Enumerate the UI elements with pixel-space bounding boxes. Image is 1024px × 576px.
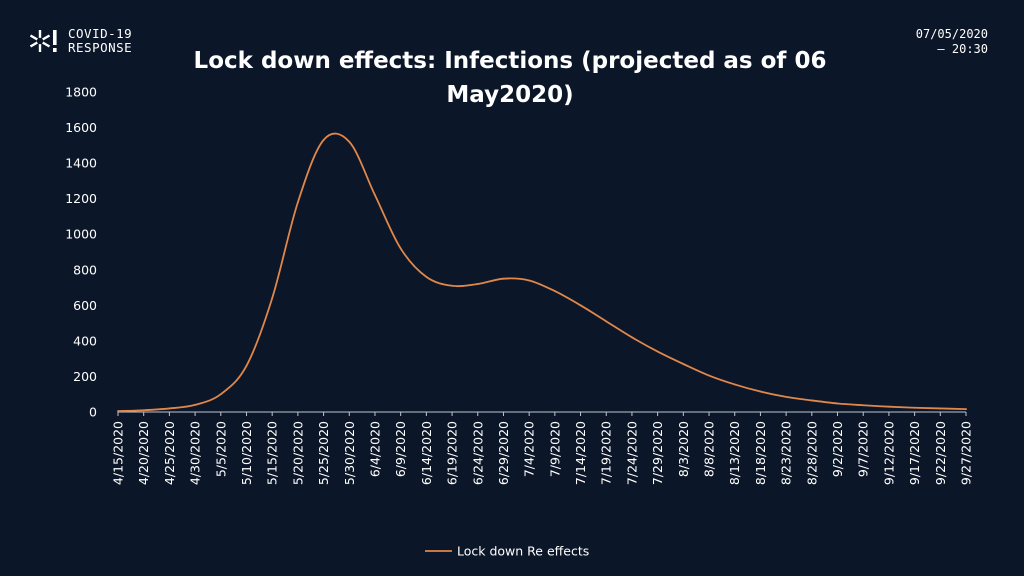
data-point xyxy=(631,336,633,339)
y-tick-label: 400 xyxy=(73,333,97,348)
y-tick-label: 1800 xyxy=(65,85,97,100)
covid-logo-icon xyxy=(30,30,57,52)
data-point xyxy=(836,402,839,405)
x-tick-label: 5/30/2020 xyxy=(342,421,357,485)
series-group xyxy=(117,132,967,413)
data-point xyxy=(605,320,608,323)
y-tick-label: 1000 xyxy=(65,227,97,242)
data-point xyxy=(194,403,196,406)
data-point xyxy=(348,140,351,143)
x-tick-label: 6/4/2020 xyxy=(367,421,382,477)
x-tick-label: 9/17/2020 xyxy=(907,421,922,485)
y-tick-label: 200 xyxy=(73,369,97,384)
data-point xyxy=(862,404,865,407)
x-tick-label: 9/7/2020 xyxy=(856,421,871,477)
x-tick-label: 6/19/2020 xyxy=(445,421,460,485)
data-point xyxy=(399,247,402,250)
y-tick-label: 1400 xyxy=(65,156,97,171)
x-tick-label: 4/30/2020 xyxy=(188,421,203,485)
data-point xyxy=(913,406,916,409)
y-tick-label: 800 xyxy=(73,262,97,277)
data-point xyxy=(451,284,453,287)
x-tick-label: 8/23/2020 xyxy=(779,421,794,485)
x-tick-label: 5/10/2020 xyxy=(239,421,254,485)
data-point xyxy=(708,374,710,377)
data-point xyxy=(296,201,299,204)
x-tick-label: 7/4/2020 xyxy=(522,421,537,477)
x-tick-label: 6/9/2020 xyxy=(393,421,408,477)
x-tick-label: 8/3/2020 xyxy=(676,421,691,477)
x-tick-label: 8/28/2020 xyxy=(804,421,819,485)
x-tick-label: 5/25/2020 xyxy=(316,421,331,485)
timestamp-date: 07/05/2020 xyxy=(915,27,988,41)
y-axis: 0 200 400 600 800 1000 1200 1400 1600 1800 xyxy=(65,85,97,420)
data-point xyxy=(759,390,762,393)
logo-line-2: RESPONSE xyxy=(68,40,133,55)
x-tick-label: 5/5/2020 xyxy=(213,421,228,477)
x-tick-label: 7/29/2020 xyxy=(650,421,665,485)
logo-text: COVID-19 RESPONSE xyxy=(68,27,132,55)
data-point xyxy=(322,139,325,141)
data-point xyxy=(271,297,274,300)
data-point xyxy=(965,408,967,411)
data-point xyxy=(219,393,222,396)
y-tick-label: 1600 xyxy=(65,120,97,135)
x-tick-label: 7/19/2020 xyxy=(599,421,614,485)
x-tick-label: 9/27/2020 xyxy=(959,421,974,485)
x-tick-label: 8/18/2020 xyxy=(753,421,768,485)
x-tick-label: 5/20/2020 xyxy=(290,421,305,485)
data-point xyxy=(502,277,505,280)
data-point xyxy=(579,304,582,307)
legend-label: Lock down Re effects xyxy=(457,544,589,559)
data-point xyxy=(553,290,556,293)
data-point xyxy=(142,409,145,412)
data-point xyxy=(733,383,736,386)
data-point xyxy=(476,283,479,285)
data-point xyxy=(939,407,942,410)
data-point xyxy=(528,279,531,282)
timestamp-time: — 20:30 xyxy=(937,42,988,56)
x-tick-label: 8/13/2020 xyxy=(727,421,742,485)
x-tick-label: 4/15/2020 xyxy=(111,421,126,485)
chart-title-line-2: May2020) xyxy=(446,82,574,108)
x-tick-label: 8/8/2020 xyxy=(702,421,717,477)
data-point xyxy=(682,363,685,365)
data-point xyxy=(656,350,659,353)
y-tick-label: 0 xyxy=(89,405,97,420)
data-point xyxy=(425,275,428,278)
timestamp: 07/05/2020 — 20:30 xyxy=(916,27,988,57)
x-tick-label: 9/12/2020 xyxy=(881,421,896,485)
logo-line-1: COVID-19 xyxy=(68,26,133,41)
x-tick-label: 6/29/2020 xyxy=(496,421,511,485)
data-point xyxy=(810,399,813,402)
x-tick-label: 7/14/2020 xyxy=(573,421,588,485)
data-point xyxy=(168,407,171,410)
x-axis: 4/15/2020 4/20/2020 4/25/2020 4/30/2020 5/5/… xyxy=(111,411,974,485)
x-tick-label: 7/24/2020 xyxy=(624,421,639,485)
x-tick-label: 9/2/2020 xyxy=(830,421,845,477)
y-tick-label: 600 xyxy=(73,298,97,313)
x-tick-label: 7/9/2020 xyxy=(547,421,562,477)
x-tick-label: 5/15/2020 xyxy=(265,421,280,485)
data-point xyxy=(374,194,376,197)
x-tick-label: 4/20/2020 xyxy=(136,421,151,485)
data-point xyxy=(117,410,119,413)
y-tick-label: 1200 xyxy=(65,191,97,206)
logo: COVID-19 RESPONSE xyxy=(30,27,132,55)
series-line xyxy=(117,132,967,413)
data-point xyxy=(245,364,248,367)
data-point xyxy=(888,405,890,408)
x-tick-label: 4/25/2020 xyxy=(162,421,177,485)
x-tick-label: 6/24/2020 xyxy=(470,421,485,485)
data-point xyxy=(785,395,788,398)
chart-title: Lock down effects: Infections (projected… xyxy=(170,44,850,112)
legend: Lock down Re effects xyxy=(425,544,589,559)
chart-title-line-1: Lock down effects: Infections (projected… xyxy=(193,48,827,74)
x-tick-label: 9/22/2020 xyxy=(933,421,948,485)
x-tick-label: 6/14/2020 xyxy=(419,421,434,485)
